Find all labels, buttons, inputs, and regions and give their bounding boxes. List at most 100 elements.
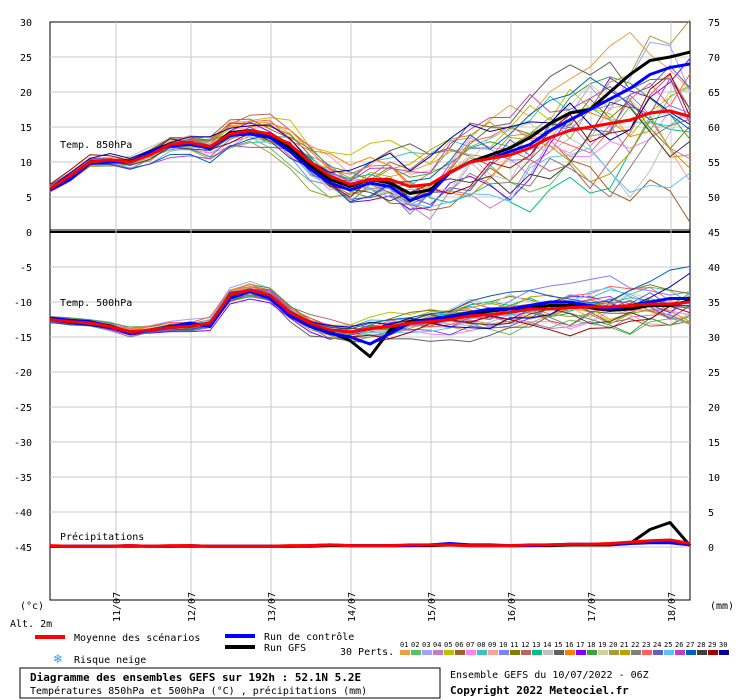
pert-number: 08 xyxy=(477,641,485,649)
pert-swatch xyxy=(675,650,685,655)
pert-number: 14 xyxy=(543,641,551,649)
pert-number: 20 xyxy=(609,641,617,649)
right-tick-label: 20 xyxy=(708,403,720,414)
pert-number: 23 xyxy=(642,641,650,649)
pert-number: 15 xyxy=(554,641,562,649)
right-tick-label: 15 xyxy=(708,438,720,449)
pert-line-500 xyxy=(49,283,691,336)
pert-swatch xyxy=(565,650,575,655)
pert-number: 18 xyxy=(587,641,595,649)
right-tick-label: 5 xyxy=(708,508,714,519)
pert-number: 17 xyxy=(576,641,584,649)
pert-number: 05 xyxy=(444,641,452,649)
pert-swatch xyxy=(587,650,597,655)
pert-swatch xyxy=(532,650,542,655)
pert-line-850 xyxy=(49,77,691,190)
pert-swatch xyxy=(653,650,663,655)
right-tick-label: 75 xyxy=(708,18,720,29)
pert-number: 22 xyxy=(631,641,639,649)
left-tick-label: -45 xyxy=(14,543,32,554)
right-tick-label: 25 xyxy=(708,368,720,379)
pert-swatch xyxy=(477,650,487,655)
right-tick-label: 50 xyxy=(708,193,720,204)
date-tick-label: 11/07 xyxy=(112,592,123,622)
pert-line-850 xyxy=(49,131,691,208)
pert-swatch xyxy=(433,650,443,655)
pert-swatch xyxy=(521,650,531,655)
pert-number: 01 xyxy=(400,641,408,649)
right-tick-label: 0 xyxy=(708,543,714,554)
left-tick-label: -30 xyxy=(14,438,32,449)
mean-line-precip xyxy=(49,538,691,548)
pert-swatch xyxy=(664,650,674,655)
pert-number: 03 xyxy=(422,641,430,649)
date-tick-label: 18/07 xyxy=(667,592,678,622)
mean-line-t850 xyxy=(49,109,691,190)
pert-swatch xyxy=(543,650,553,655)
right-tick-label: 45 xyxy=(708,228,720,239)
pert-number: 04 xyxy=(433,641,441,649)
right-tick-label: 30 xyxy=(708,333,720,344)
pert-swatch xyxy=(455,650,465,655)
legend-snow-label: Risque neige xyxy=(74,655,146,666)
pert-line-500 xyxy=(49,266,691,335)
right-tick-label: 10 xyxy=(708,473,720,484)
date-tick-label: 13/07 xyxy=(267,592,278,622)
left-tick-label: 0 xyxy=(26,228,32,239)
pert-swatch xyxy=(554,650,564,655)
pert-number: 09 xyxy=(488,641,496,649)
pert-line-850 xyxy=(49,96,691,189)
pert-number: 30 xyxy=(719,641,727,649)
left-unit-label: (°c) xyxy=(20,601,44,612)
left-tick-label: 5 xyxy=(26,193,32,204)
pert-swatch xyxy=(576,650,586,655)
pert-number: 29 xyxy=(708,641,716,649)
legend-gfs-label: Run GFS xyxy=(264,643,306,654)
pert-swatch xyxy=(400,650,410,655)
snowflake-icon: ❄ xyxy=(53,652,63,666)
right-tick-label: 70 xyxy=(708,53,720,64)
left-tick-label: -40 xyxy=(14,508,32,519)
date-tick-label: 16/07 xyxy=(507,592,518,622)
pert-swatch xyxy=(631,650,641,655)
left-tick-label: 25 xyxy=(20,53,32,64)
date-tick-label: 12/07 xyxy=(187,592,198,622)
pert-number: 07 xyxy=(466,641,474,649)
pert-number: 19 xyxy=(598,641,606,649)
pert-swatch xyxy=(719,650,729,655)
legend-perts-label: 30 Perts. xyxy=(340,647,394,658)
pert-number: 16 xyxy=(565,641,573,649)
pert-number: 10 xyxy=(499,641,507,649)
pert-swatch xyxy=(609,650,619,655)
pert-number: 24 xyxy=(653,641,661,649)
altitude-label: Alt. 2m xyxy=(10,619,52,630)
control-line-t850 xyxy=(49,62,691,202)
pert-line-850 xyxy=(49,76,691,203)
right-tick-label: 55 xyxy=(708,158,720,169)
right-tick-label: 60 xyxy=(708,123,720,134)
right-tick-label: 35 xyxy=(708,298,720,309)
pert-number: 25 xyxy=(664,641,672,649)
right-tick-label: 65 xyxy=(708,88,720,99)
pert-swatch xyxy=(488,650,498,655)
mean-line-t500 xyxy=(49,288,691,334)
left-tick-label: -20 xyxy=(14,368,32,379)
left-tick-label: -25 xyxy=(14,403,32,414)
legend-control-label: Run de contrôle xyxy=(264,631,354,643)
left-tick-label: 30 xyxy=(20,18,32,29)
left-tick-label: -10 xyxy=(14,298,32,309)
pert-number: 21 xyxy=(620,641,628,649)
left-tick-label: -15 xyxy=(14,333,32,344)
pert-number: 06 xyxy=(455,641,463,649)
pert-swatch xyxy=(510,650,520,655)
left-tick-label: 20 xyxy=(20,88,32,99)
pert-number: 02 xyxy=(411,641,419,649)
pert-swatch xyxy=(642,650,652,655)
panel-label: Précipitations xyxy=(60,531,144,543)
pert-swatch xyxy=(444,650,454,655)
left-tick-label: 15 xyxy=(20,123,32,134)
right-tick-label: 40 xyxy=(708,263,720,274)
panel-label: Temp. 850hPa xyxy=(60,140,132,151)
